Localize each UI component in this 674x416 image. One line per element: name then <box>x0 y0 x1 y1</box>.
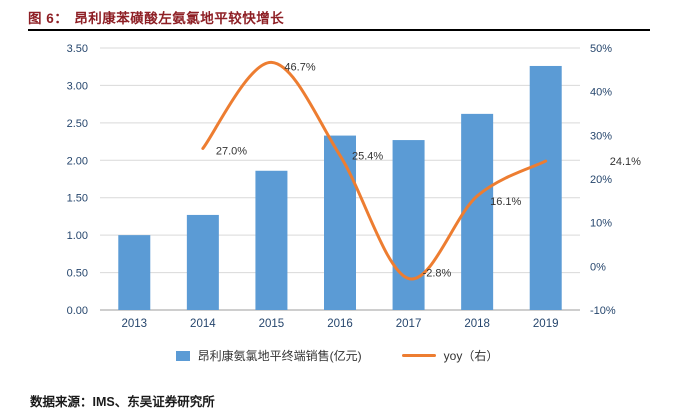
left-axis-tick: 0.00 <box>67 305 88 317</box>
data-label-2017: -2.8% <box>423 268 452 280</box>
bar-2017 <box>392 140 425 310</box>
data-label-2016: 25.4% <box>352 150 383 162</box>
x-axis-label: 2017 <box>396 318 422 330</box>
legend-item-line-series: yoy（右） <box>401 347 499 364</box>
bar-2016 <box>324 135 356 310</box>
left-axis-tick: 3.50 <box>67 43 88 55</box>
x-axis-label: 2013 <box>121 318 147 330</box>
right-axis-tick: 40% <box>590 87 612 99</box>
combo-chart: 0.00 0.50 1.00 1.50 2.00 2.50 3.00 3.50 -10% 0% 10… <box>67 43 642 330</box>
left-axis-tick: 1.50 <box>67 193 88 205</box>
title-divider <box>28 29 650 31</box>
left-axis-tick: 1.00 <box>67 230 88 242</box>
right-axis-tick: 0% <box>590 261 606 273</box>
legend-label-line-series: yoy（右） <box>443 349 499 363</box>
bar-2019 <box>529 65 562 310</box>
x-axis-label: 2015 <box>259 318 285 330</box>
right-axis-tick: -10% <box>590 305 616 317</box>
x-axis-label: 2019 <box>533 318 559 330</box>
left-axis-tick: 2.00 <box>67 155 88 167</box>
chart-legend: 昂利康氨氯地平终端销售(亿元) yoy（右） <box>0 347 674 364</box>
legend-label-bar-series: 昂利康氨氯地平终端销售(亿元) <box>197 349 362 363</box>
x-axis-label: 2014 <box>190 318 216 330</box>
right-axis-tick: 10% <box>590 218 612 230</box>
left-axis-tick: 2.50 <box>67 118 88 130</box>
bar-series-swatch-icon <box>175 350 190 361</box>
figure-name: 昂利康苯磺酸左氨氯地平较快增长 <box>74 11 285 26</box>
x-axis-label: 2018 <box>464 318 490 330</box>
left-axis-tick: 3.00 <box>67 80 88 92</box>
figure-label: 图 6： <box>28 11 69 26</box>
right-axis-tick: 30% <box>590 130 612 142</box>
data-label-2015: 46.7% <box>284 61 315 73</box>
bar-2013 <box>118 235 151 310</box>
legend-item-bar-series: 昂利康氨氯地平终端销售(亿元) <box>175 347 362 364</box>
data-label-2014: 27.0% <box>216 145 247 157</box>
data-label-2019: 24.1% <box>610 156 641 168</box>
right-axis-tick: 20% <box>590 174 612 186</box>
left-axis-tick: 0.50 <box>67 268 88 280</box>
data-label-2018: 16.1% <box>490 196 521 208</box>
bar-2014 <box>186 214 219 310</box>
line-series-swatch-icon <box>401 354 436 357</box>
data-source: 数据来源：IMS、东吴证券研究所 <box>30 395 215 409</box>
figure-title: 图 6： 昂利康苯磺酸左氨氯地平较快增长 <box>28 7 284 27</box>
yoy-line <box>201 60 548 281</box>
bar-2018 <box>461 113 494 310</box>
right-axis-tick: 50% <box>590 43 612 55</box>
bar-2015 <box>255 170 288 310</box>
x-axis-label: 2016 <box>327 318 353 330</box>
